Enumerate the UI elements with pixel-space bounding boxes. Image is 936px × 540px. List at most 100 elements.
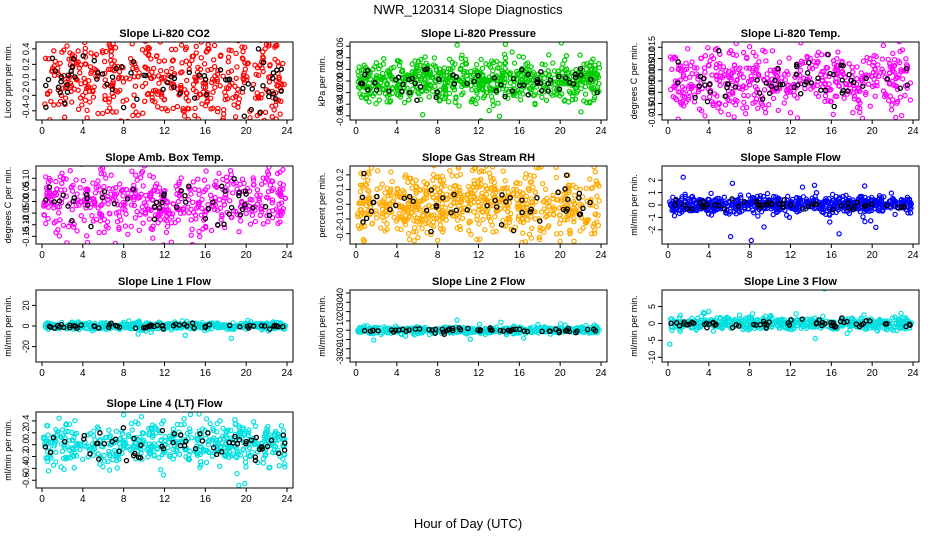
- data-point: [486, 84, 493, 90]
- data-point: [589, 231, 595, 237]
- data-point: [488, 93, 495, 100]
- data-point: [228, 171, 234, 178]
- data-point: [155, 73, 162, 79]
- data-point: [405, 179, 411, 185]
- data-point: [413, 198, 420, 205]
- data-point: [784, 89, 791, 96]
- data-point: [457, 187, 463, 194]
- panel-4: Slope Amb. Box Temp.degrees C per min.0 4…: [3, 137, 294, 261]
- mean-point: [493, 204, 500, 210]
- data-point: [137, 119, 141, 120]
- data-point: [413, 228, 419, 235]
- data-point: [134, 208, 140, 215]
- data-point: [761, 87, 768, 93]
- x-tick-label: 24: [281, 368, 293, 379]
- data-point: [363, 182, 370, 188]
- data-point: [75, 48, 81, 54]
- data-point: [561, 98, 568, 104]
- data-point: [745, 93, 751, 99]
- data-point: [736, 71, 743, 78]
- data-point: [478, 56, 484, 63]
- data-point: [155, 88, 162, 95]
- data-point: [557, 93, 563, 99]
- mean-point: [156, 205, 163, 211]
- data-point: [259, 203, 265, 209]
- data-point: [103, 175, 109, 181]
- data-point: [685, 46, 691, 52]
- data-point: [457, 190, 463, 196]
- data-point: [745, 206, 751, 212]
- data-point: [850, 90, 857, 96]
- data-point: [590, 56, 596, 62]
- x-tick-label: 16: [514, 250, 526, 261]
- data-point: [140, 110, 146, 116]
- data-point: [252, 218, 259, 225]
- data-point: [476, 220, 482, 227]
- data-point: [886, 198, 893, 204]
- data-point: [80, 177, 87, 184]
- data-point: [529, 225, 535, 231]
- mean-point: [534, 194, 540, 201]
- data-point: [872, 26, 876, 30]
- data-point: [135, 193, 142, 199]
- mean-point: [806, 59, 812, 66]
- mean-point: [203, 91, 210, 98]
- data-point: [130, 321, 136, 327]
- data-point: [43, 174, 49, 180]
- data-point: [888, 107, 895, 113]
- data-point: [544, 212, 550, 219]
- data-point: [489, 222, 495, 228]
- data-point: [739, 208, 745, 214]
- data-point: [746, 65, 753, 71]
- mean-point: [154, 322, 161, 329]
- mean-point: [516, 82, 523, 89]
- data-point: [83, 320, 89, 327]
- data-point: [223, 174, 230, 180]
- y-axis-label: percent per min.: [317, 172, 327, 237]
- series-points: [667, 26, 914, 139]
- data-point: [555, 68, 561, 74]
- data-point: [577, 52, 583, 58]
- data-point: [215, 67, 221, 74]
- data-point: [245, 137, 249, 141]
- mean-point: [766, 90, 773, 97]
- data-point: [225, 54, 232, 60]
- data-point: [149, 19, 153, 23]
- data-point: [260, 221, 267, 227]
- data-point: [582, 91, 589, 97]
- data-point: [708, 190, 714, 197]
- data-point: [195, 200, 201, 206]
- data-point: [138, 170, 145, 176]
- data-point: [405, 230, 412, 237]
- data-point: [136, 70, 142, 76]
- data-point: [492, 213, 498, 220]
- data-point: [409, 61, 415, 67]
- data-point: [178, 42, 185, 48]
- data-point: [113, 109, 119, 115]
- data-point: [577, 201, 583, 207]
- data-point: [716, 135, 720, 139]
- y-tick-label: 0.2: [21, 58, 31, 71]
- data-point: [696, 86, 702, 93]
- data-point: [129, 168, 135, 174]
- mean-point: [58, 74, 65, 80]
- data-point: [561, 217, 568, 223]
- mean-point: [106, 324, 112, 331]
- data-point: [585, 158, 589, 162]
- y-tick-label: 0.02: [335, 61, 345, 79]
- data-point: [277, 111, 283, 117]
- data-point: [759, 102, 766, 108]
- data-point: [397, 214, 403, 220]
- mean-point: [58, 78, 64, 85]
- data-point: [829, 121, 833, 125]
- data-point: [541, 75, 547, 82]
- data-point: [769, 204, 776, 210]
- data-point: [265, 188, 272, 195]
- data-point: [158, 91, 165, 97]
- data-point: [553, 166, 559, 170]
- mean-point: [904, 82, 911, 88]
- x-tick-label: 4: [80, 368, 86, 379]
- mean-point: [525, 71, 531, 78]
- mean-point: [272, 96, 279, 102]
